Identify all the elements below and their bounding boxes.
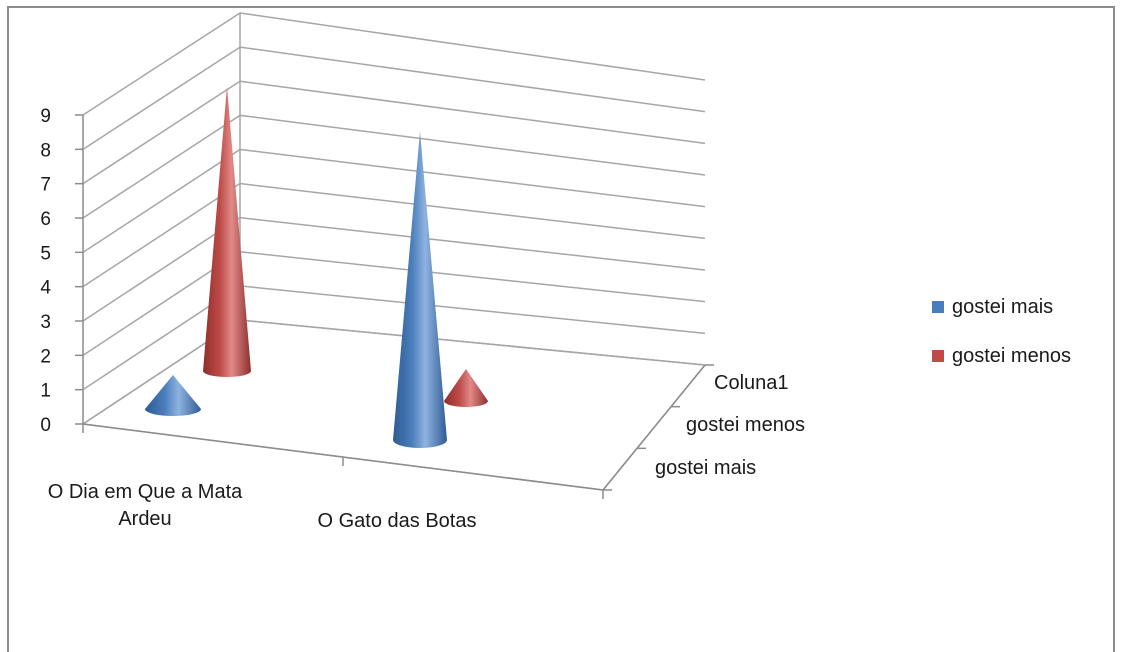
chart-axes	[75, 114, 714, 499]
y-axis-tick-labels: 0 1 2 3 4 5 6 7 8 9	[40, 106, 51, 436]
y-tick-label: 9	[40, 106, 51, 127]
gridline	[82, 46, 706, 150]
cone-gostei-menos-1	[444, 369, 488, 407]
chart-area	[7, 6, 1115, 652]
series-axis-label: Coluna1	[714, 372, 789, 394]
cone-gostei-mais-0	[145, 375, 201, 416]
legend-swatch-blue	[932, 301, 944, 313]
y-tick-label: 4	[40, 278, 51, 299]
y-tick-label: 3	[40, 312, 51, 333]
legend: gostei mais gostei menos	[932, 294, 1071, 392]
cone-gostei-mais-1	[393, 131, 447, 449]
gridline	[82, 251, 706, 356]
series-axis-labels: gostei mais gostei menos Coluna1	[655, 372, 805, 479]
gridline	[82, 285, 706, 391]
series-axis-line	[602, 364, 706, 491]
gridline	[82, 148, 706, 253]
y-tick-label: 2	[40, 346, 51, 367]
legend-item-gostei-menos: gostei menos	[932, 343, 1071, 369]
series-axis-label: gostei mais	[655, 457, 756, 479]
legend-swatch-red	[932, 350, 944, 362]
series-axis-label: gostei menos	[686, 414, 805, 436]
legend-label: gostei mais	[952, 295, 1054, 318]
gridline	[82, 216, 706, 322]
y-tick-label: 1	[40, 381, 51, 402]
y-tick-label: 5	[40, 243, 51, 264]
chart-marks	[145, 86, 488, 449]
category-label: O Dia em Que a Mata	[48, 481, 243, 503]
gridline	[82, 12, 706, 116]
gridlines	[82, 12, 706, 425]
category-label: O Gato das Botas	[318, 510, 477, 532]
legend-item-gostei-mais: gostei mais	[932, 294, 1071, 320]
y-tick-label: 8	[40, 140, 51, 161]
legend-label: gostei menos	[952, 344, 1071, 367]
category-label: Ardeu	[118, 508, 171, 530]
y-tick-label: 7	[40, 175, 51, 196]
y-tick-label: 0	[40, 415, 51, 436]
cone-gostei-menos-0	[203, 86, 251, 377]
category-labels: O Dia em Que a Mata Ardeu O Gato das Botas	[48, 481, 477, 532]
y-tick-label: 6	[40, 209, 51, 230]
